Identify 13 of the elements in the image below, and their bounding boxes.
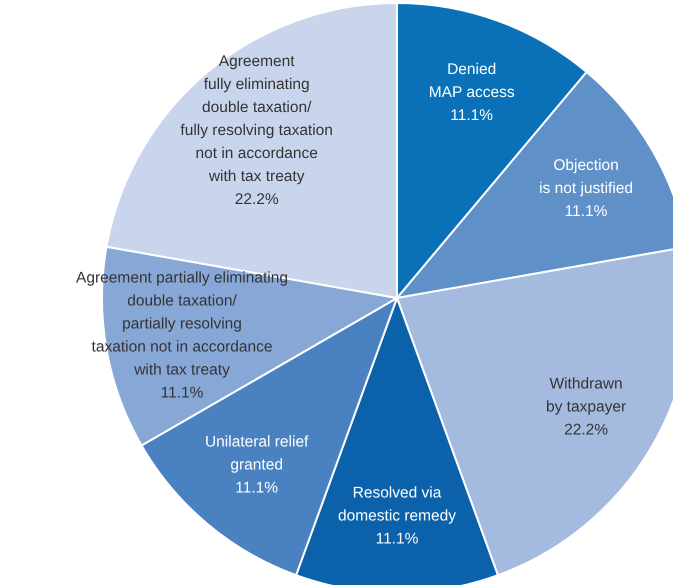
slice-label: Agreement fully eliminating double taxation/ fully resolving taxation not in accordance with tax treaty: [180, 53, 333, 186]
data-label: 22.2%: [564, 421, 608, 438]
slice-label: Withdrawn by taxpayer: [546, 375, 626, 416]
data-label: 11.1%: [564, 203, 608, 220]
slice-label: Resolved via domestic remedy: [338, 484, 456, 525]
slice-label: Denied MAP access: [428, 61, 515, 102]
slice-label: Objection is not justified: [539, 157, 634, 198]
data-label: 22.2%: [234, 191, 279, 208]
data-label: 11.1%: [450, 107, 494, 124]
data-label: 11.1%: [235, 480, 278, 497]
data-label: 11.1%: [160, 384, 204, 402]
slice-label: Unilateral relief granted: [204, 434, 310, 474]
data-label: 11.1%: [376, 530, 419, 548]
